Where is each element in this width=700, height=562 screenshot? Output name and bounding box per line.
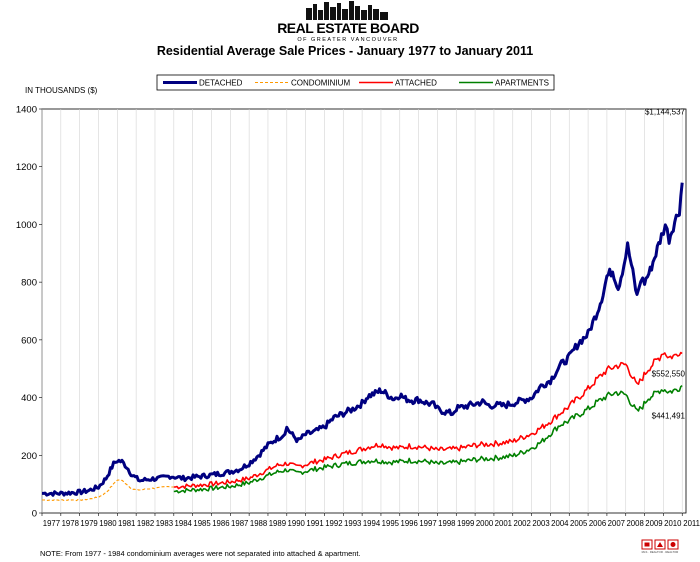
legend-box xyxy=(156,74,555,91)
logo-main-text: REAL ESTATE BOARD xyxy=(277,20,419,36)
x-tick-label: 1978 xyxy=(62,519,79,528)
x-tick-label: 2003 xyxy=(532,519,549,528)
series-line-detached xyxy=(42,182,684,497)
realtor-logo-icon xyxy=(667,539,679,550)
x-tick-label: 1977 xyxy=(43,519,60,528)
legend-label-condominium: CONDOMINIUM xyxy=(291,79,350,88)
y-tick-label: 800 xyxy=(21,278,37,289)
legend-label-apartments: APARTMENTS xyxy=(495,79,549,88)
y-axis-label: IN THOUSANDS ($) xyxy=(25,86,98,95)
x-tick-label: 1994 xyxy=(363,519,381,528)
x-tick-label: 2001 xyxy=(495,519,512,528)
end-label-attached: $552,550 xyxy=(652,370,686,379)
x-tick-label: 1979 xyxy=(80,519,97,528)
x-tick-label: 2011 xyxy=(683,519,700,528)
x-tick-label: 1998 xyxy=(438,519,455,528)
y-tick-label: 1000 xyxy=(16,220,37,231)
x-tick-label: 1990 xyxy=(288,519,306,528)
x-tick-label: 2008 xyxy=(626,519,643,528)
x-tick-label: 1997 xyxy=(419,519,436,528)
x-tick-label: 1981 xyxy=(118,519,135,528)
x-tick-label: 2000 xyxy=(476,519,494,528)
x-tick-label: 1988 xyxy=(250,519,267,528)
x-tick-label: 1986 xyxy=(212,519,229,528)
y-tick-label: 600 xyxy=(21,335,37,346)
x-tick-label: 1987 xyxy=(231,519,248,528)
logo-sub-text: OF GREATER VANCOUVER xyxy=(297,37,398,43)
x-tick-label: 1993 xyxy=(344,519,361,528)
x-tick-label: 1992 xyxy=(325,519,342,528)
x-tick-label: 1984 xyxy=(175,519,193,528)
plot-frame xyxy=(41,108,687,514)
x-tick-label: 2009 xyxy=(645,519,662,528)
chart-title: Residential Average Sale Prices - Januar… xyxy=(157,44,533,58)
x-tick-label: 2006 xyxy=(589,519,606,528)
legend-label-detached: DETACHED xyxy=(199,79,243,88)
x-tick-label: 1980 xyxy=(99,519,117,528)
y-tick-label: 200 xyxy=(21,451,37,462)
realtor-logo-icon xyxy=(654,539,666,550)
x-tick-label: 1999 xyxy=(457,519,474,528)
x-tick-label: 1982 xyxy=(137,519,154,528)
mls-logo-icon xyxy=(641,539,653,550)
series-line-condominium xyxy=(42,479,174,502)
x-tick-label: 1996 xyxy=(401,519,418,528)
y-tick-label: 1400 xyxy=(16,105,37,116)
chart-note: NOTE: From 1977 - 1984 condominium avera… xyxy=(40,549,361,558)
x-tick-label: 2005 xyxy=(570,519,588,528)
x-tick-label: 1991 xyxy=(306,519,323,528)
legend-label-attached: ATTACHED xyxy=(395,79,437,88)
series-line-apartments xyxy=(173,384,683,494)
footer-logos: MLS · REALTOR · REALTOR xyxy=(641,539,679,554)
x-tick-label: 2004 xyxy=(551,519,569,528)
footer-logos-caption: MLS · REALTOR · REALTOR xyxy=(642,550,679,554)
end-label-apartments: $441,491 xyxy=(652,412,686,421)
x-tick-label: 2007 xyxy=(608,519,625,528)
x-tick-label: 1989 xyxy=(269,519,286,528)
x-tick-label: 2010 xyxy=(664,519,682,528)
y-tick-label: 0 xyxy=(32,509,37,520)
x-tick-label: 2002 xyxy=(513,519,530,528)
end-label-detached: $1,144,537 xyxy=(645,108,686,117)
realtor-board-logo: REAL ESTATE BOARD OF GREATER VANCOUVER xyxy=(277,1,420,43)
series-line-attached xyxy=(173,351,683,490)
skyline-icon xyxy=(306,1,388,20)
plot-area: 1977 1978 1979 1980 1981 1982 1983 1984 1985 1986… xyxy=(16,105,700,529)
y-tick-label: 1200 xyxy=(16,162,37,173)
x-tick-label: 1985 xyxy=(193,519,211,528)
y-tick-label: 400 xyxy=(21,393,37,404)
legend: DETACHED CONDOMINIUM ATTACHED APARTMENTS xyxy=(156,74,555,91)
x-tick-label: 1983 xyxy=(156,519,173,528)
x-tick-label: 1995 xyxy=(382,519,400,528)
